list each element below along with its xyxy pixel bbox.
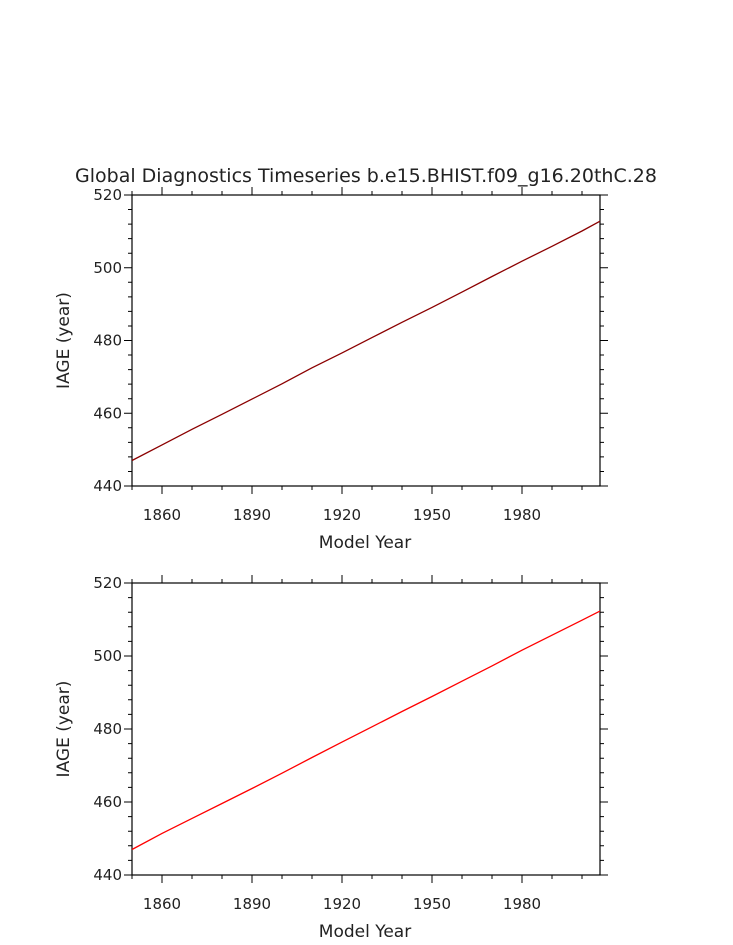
y-tick-label: 480 [93,720,122,738]
y-tick-label: 480 [93,332,122,350]
y-axis-label: IAGE (year) [54,681,74,778]
chart-panel-bottom: 440 460 480 500 520 1860 1890 1920 1950 1980 Model… [54,574,608,942]
x-tick-label: 1920 [323,895,361,913]
y-tick-label: 460 [93,404,122,422]
series-line [131,610,601,851]
x-tick-label: 1980 [503,506,541,524]
y-tick-label: 520 [93,186,122,204]
y-tick-label: 520 [93,574,122,592]
x-tick-label: 1860 [143,506,181,524]
y-tick-label: 500 [93,647,122,665]
x-tick-label: 1950 [413,895,451,913]
x-tick-label: 1860 [143,895,181,913]
x-tick-label: 1950 [413,506,451,524]
y-tick-label: 460 [93,793,122,811]
x-tick-label: 1980 [503,895,541,913]
plot-frame [131,582,601,876]
axis-ticks [124,187,608,494]
y-tick-label: 440 [93,866,122,884]
series-line [131,220,601,462]
x-tick-label: 1890 [233,506,271,524]
chart-title: Global Diagnostics Timeseries b.e15.BHIS… [75,165,657,187]
y-tick-label: 440 [93,477,122,495]
x-axis-label: Model Year [319,922,411,942]
y-axis-label: IAGE (year) [54,292,74,389]
y-tick-label: 500 [93,259,122,277]
x-tick-label: 1890 [233,895,271,913]
axis-ticks [124,575,608,883]
x-axis-label: Model Year [319,533,411,553]
x-tick-label: 1920 [323,506,361,524]
chart-panel-top: 440 460 480 500 520 1860 1890 1920 1950 1980 Model… [54,186,608,553]
